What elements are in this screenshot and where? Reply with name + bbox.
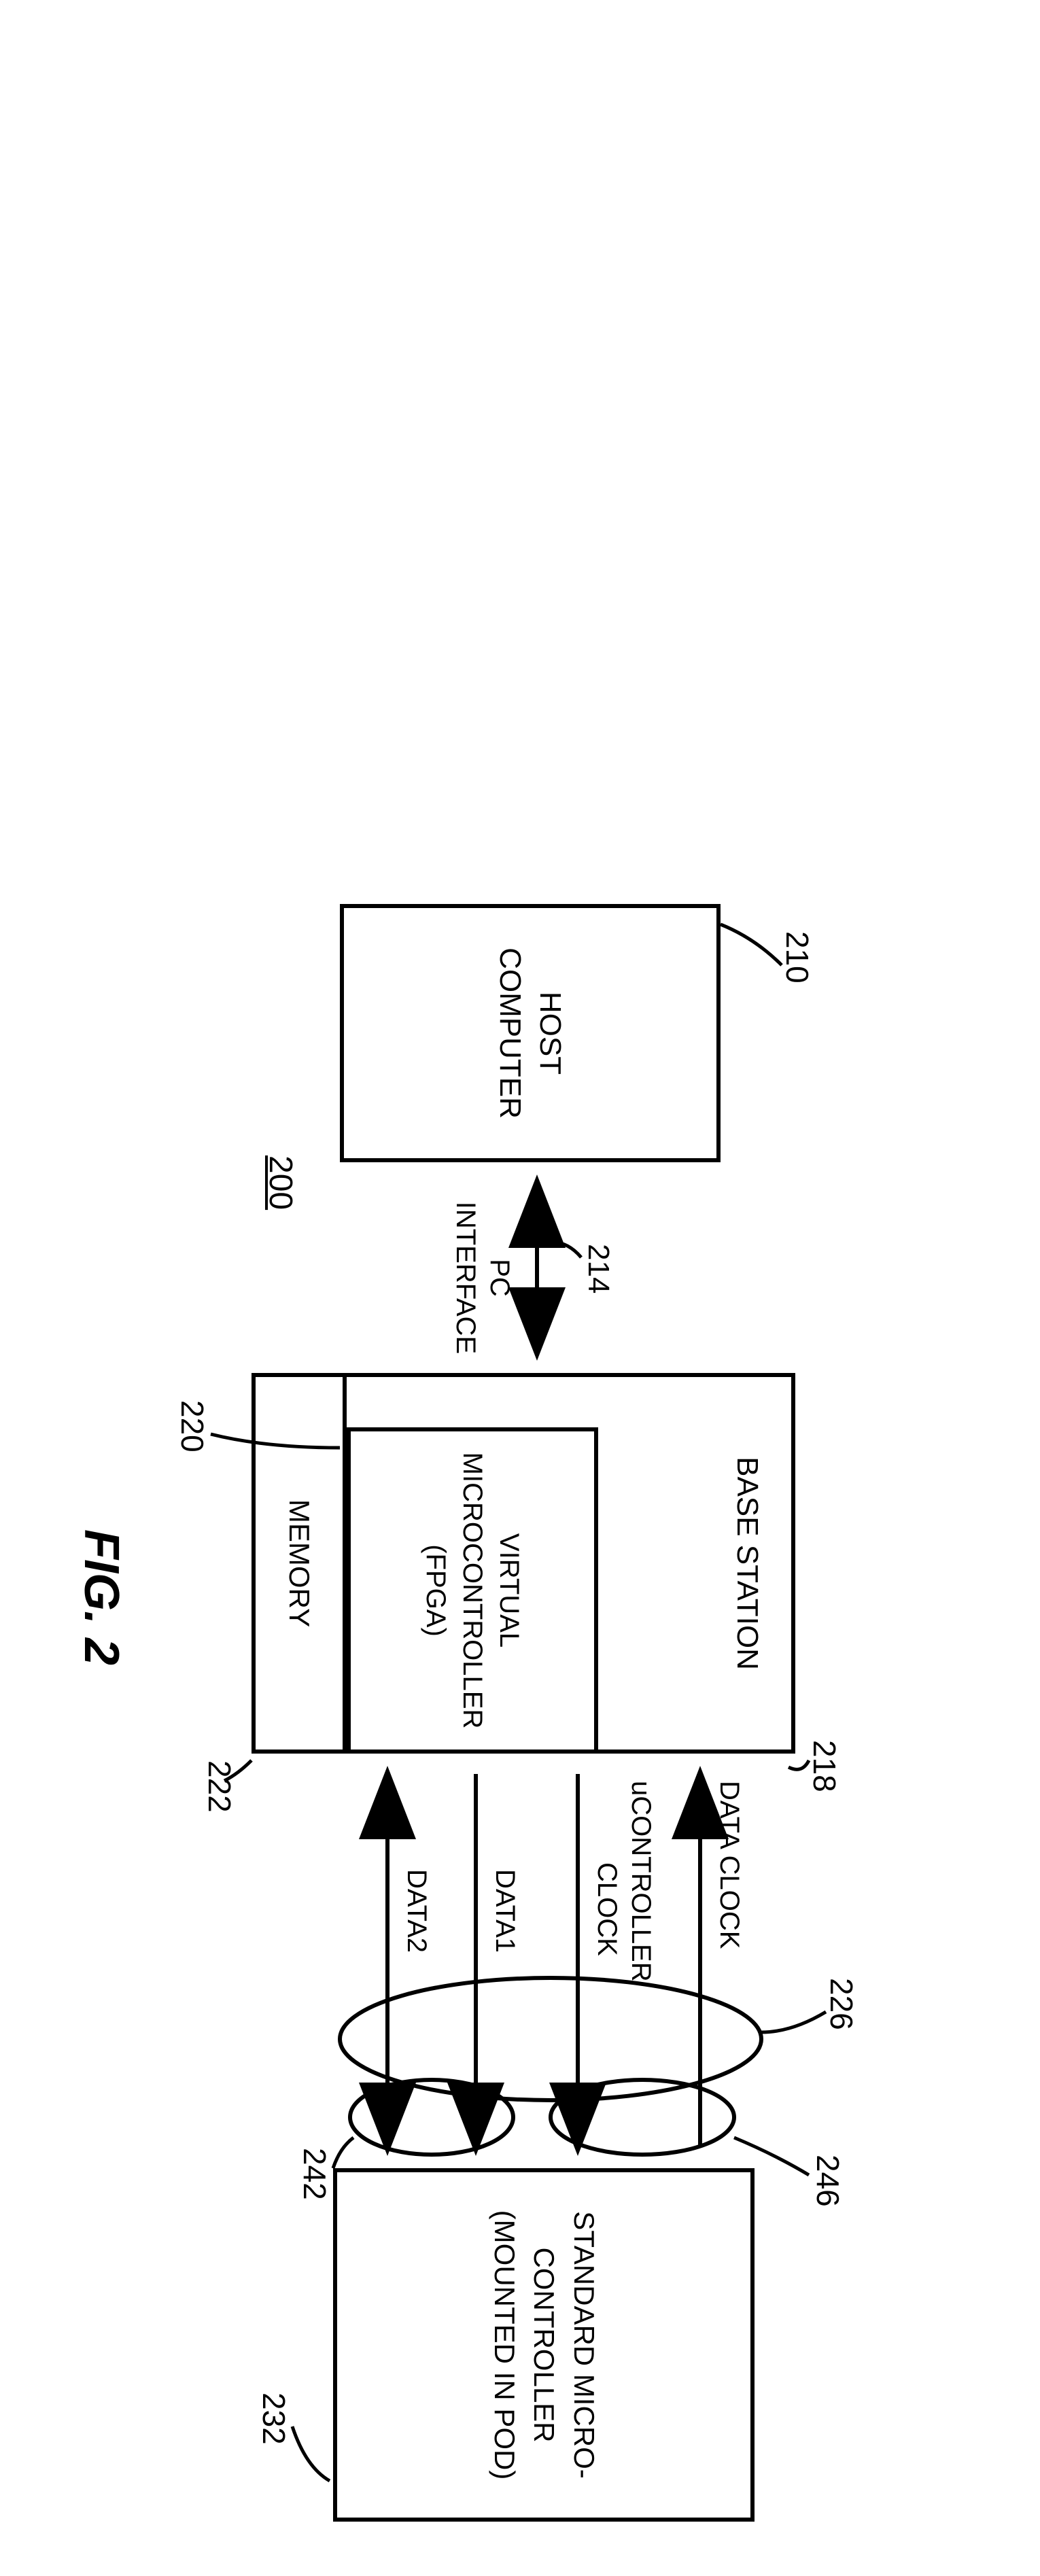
ref-220: 220 (174, 1400, 211, 1452)
ref-222: 222 (201, 1760, 238, 1813)
figure-caption: FIG. 2 (73, 1529, 129, 1665)
base-station-title: BASE STATION (730, 1457, 764, 1670)
pc-interface-line1: PC (483, 1189, 517, 1366)
ref-210: 210 (779, 931, 816, 984)
ucontroller-label: uCONTROLLER (625, 1781, 656, 1982)
pod-line3: (MOUNTED IN POD) (484, 2210, 524, 2480)
figure-number-200: 200 (262, 1155, 299, 1210)
ref-214: 214 (581, 1244, 615, 1293)
data2-label: DATA2 (401, 1869, 432, 1953)
virtual-microcontroller-box: VIRTUAL MICROCONTROLLER (FPGA) (347, 1427, 598, 1754)
ref-232: 232 (256, 2392, 292, 2445)
vmc-line3: (FPGA) (417, 1544, 454, 1637)
pc-interface-line2: INTERFACE (449, 1189, 483, 1366)
data-clock-label: DATA CLOCK (714, 1781, 744, 1949)
vmc-line2: MICROCONTROLLER (454, 1452, 491, 1729)
ref-246: 246 (810, 2155, 846, 2207)
memory-box: MEMORY (252, 1373, 347, 1754)
pc-interface-label: PC INTERFACE (449, 1189, 517, 1366)
pod-line2: CONTROLLER (524, 2247, 564, 2442)
host-line1: HOST (530, 992, 570, 1075)
host-computer-box: HOST COMPUTER (340, 904, 721, 1162)
ref-226: 226 (823, 1978, 860, 2030)
pod-line1: STANDARD MICRO- (564, 2211, 604, 2479)
vmc-line1: VIRTUAL (491, 1533, 527, 1648)
pod-microcontroller-box: STANDARD MICRO- CONTROLLER (MOUNTED IN P… (333, 2168, 755, 2522)
diagram-canvas: HOST COMPUTER BASE STATION VIRTUAL MICRO… (0, 809, 1013, 1794)
ref-242: 242 (296, 2148, 333, 2200)
ucontroller-clock-label: CLOCK (591, 1862, 622, 1956)
memory-label: MEMORY (283, 1499, 315, 1627)
data1-label: DATA1 (489, 1869, 520, 1953)
diagram-stage: HOST COMPUTER BASE STATION VIRTUAL MICRO… (27, 809, 1013, 2576)
host-line2: COMPUTER (490, 947, 530, 1119)
ref-218: 218 (806, 1740, 843, 1792)
